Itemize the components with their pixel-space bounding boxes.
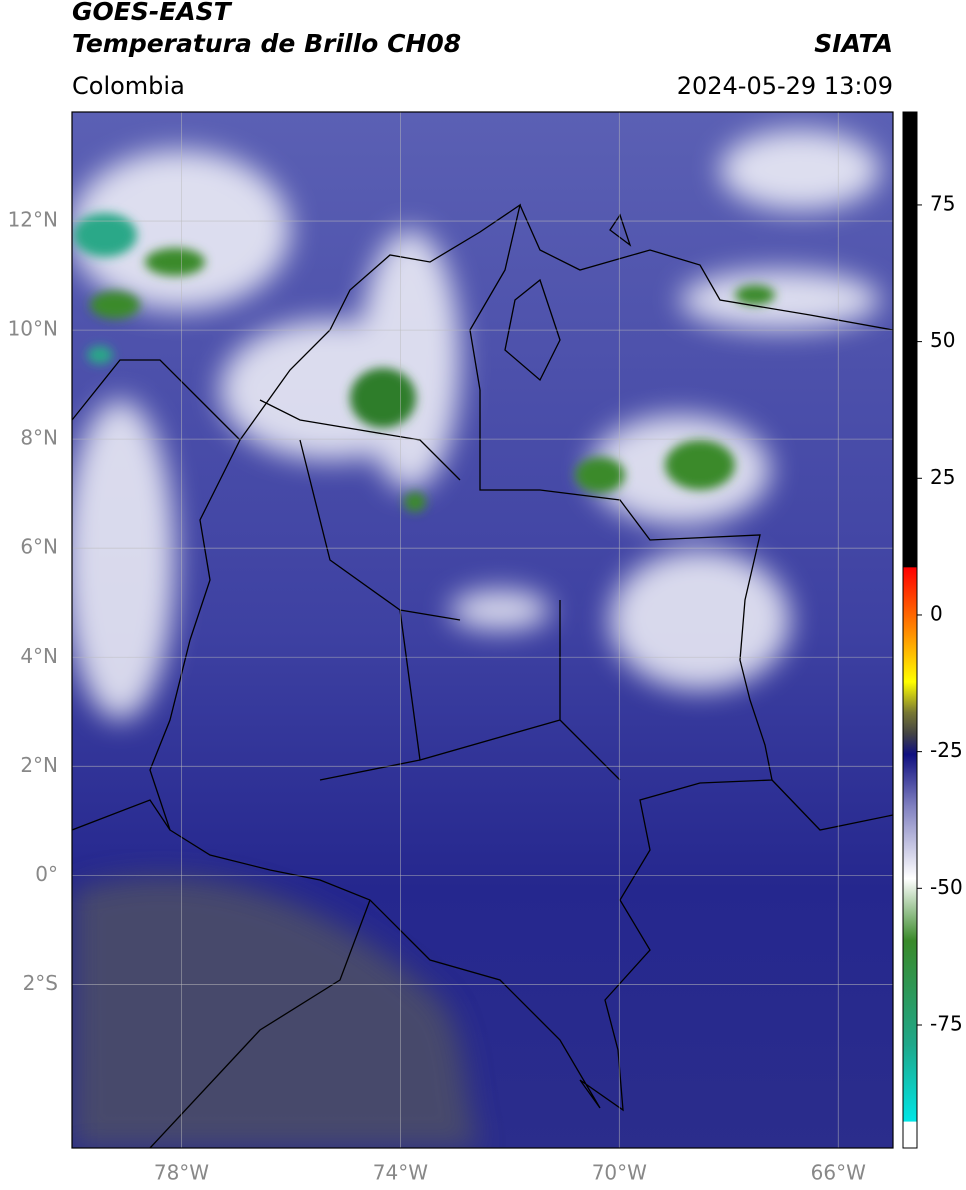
lat-label: 6°N xyxy=(20,535,58,559)
lat-label: 2°S xyxy=(23,971,58,995)
satellite-image xyxy=(72,112,893,1148)
source: SIATA xyxy=(814,29,893,58)
colorbar-label: -75 xyxy=(930,1011,963,1035)
lat-label: 0° xyxy=(35,862,58,886)
lon-label: 66°W xyxy=(811,1161,866,1185)
colorbar-label: 0 xyxy=(930,601,943,625)
colorbar xyxy=(902,111,918,1149)
colorbar-label: -25 xyxy=(930,738,963,762)
colorbar-label: 50 xyxy=(930,328,955,352)
lon-label: 74°W xyxy=(373,1161,428,1185)
colorbar-label: 75 xyxy=(930,191,955,215)
lat-label: 4°N xyxy=(20,644,58,668)
satellite-title: GOES-EAST xyxy=(72,0,233,26)
lat-label: 10°N xyxy=(8,317,58,341)
region: Colombia xyxy=(72,72,185,100)
timestamp: 2024-05-29 13:09 xyxy=(677,72,893,100)
lat-label: 12°N xyxy=(8,208,58,232)
lon-label: 78°W xyxy=(154,1161,209,1185)
lon-label: 70°W xyxy=(592,1161,647,1185)
map-frame xyxy=(71,111,894,1149)
borders xyxy=(72,203,893,1148)
colorbar-label: -50 xyxy=(930,875,963,899)
lat-label: 8°N xyxy=(20,426,58,450)
lat-label: 2°N xyxy=(20,753,58,777)
colorbar-label: 25 xyxy=(930,465,955,489)
product-title: Temperatura de Brillo CH08 xyxy=(72,29,461,58)
